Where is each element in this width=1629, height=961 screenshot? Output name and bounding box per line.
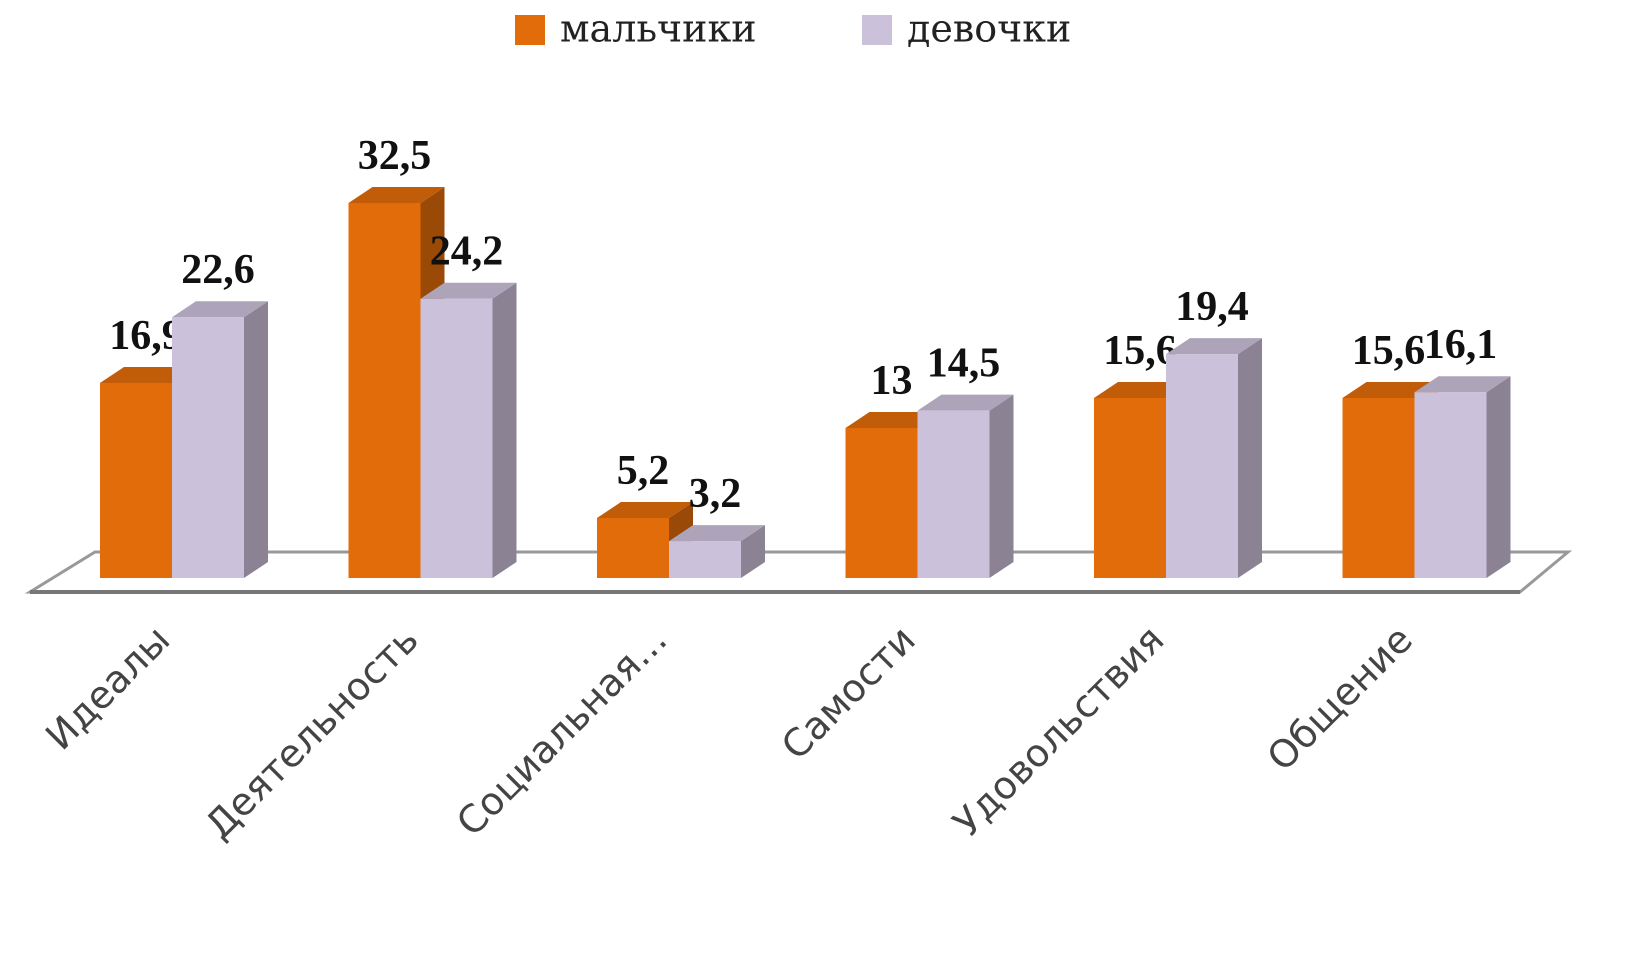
data-label: 14,5 (927, 341, 1001, 387)
legend-swatch (515, 15, 545, 45)
bar (420, 298, 493, 578)
bar (1166, 354, 1238, 578)
x-tick-label: Общение (1259, 617, 1421, 779)
legend-label: мальчики (560, 7, 757, 51)
data-label: 13 (871, 358, 913, 404)
data-label: 3,2 (689, 471, 742, 517)
x-tick-label: Идеалы (37, 617, 178, 758)
x-tick-label: Деятельность (197, 617, 427, 847)
bar (917, 410, 990, 578)
x-tick-label: Социальная... (448, 617, 675, 844)
legend-swatch (862, 15, 892, 45)
data-label: 15,6 (1352, 328, 1426, 374)
bar-top (669, 525, 765, 542)
bar (669, 541, 741, 578)
bar-top (1166, 338, 1262, 355)
bar-top (420, 282, 517, 299)
data-label: 19,4 (1175, 284, 1249, 330)
bar-top (348, 186, 445, 203)
x-tick-label: Удовольствия (945, 617, 1173, 845)
bar (845, 427, 918, 578)
bar-side (244, 301, 268, 578)
bar-top (917, 394, 1014, 411)
bar-side (741, 525, 765, 578)
data-label: 22,6 (181, 247, 255, 293)
bar (100, 382, 172, 578)
bar (1342, 397, 1415, 578)
bar-top (172, 301, 268, 318)
bar (597, 517, 669, 578)
data-label: 16,9 (109, 313, 183, 359)
data-label: 32,5 (358, 133, 432, 179)
bar-side (1238, 338, 1262, 578)
bar-top (597, 501, 693, 518)
bar-side (989, 394, 1014, 578)
bar (1094, 397, 1166, 578)
bar (1414, 392, 1487, 578)
bar-side (1486, 376, 1511, 578)
data-label: 15,6 (1103, 328, 1177, 374)
bar (348, 202, 421, 578)
bar-top (1414, 376, 1511, 393)
x-tick-label: Самости (773, 617, 924, 768)
data-label: 16,1 (1424, 322, 1498, 368)
bar (172, 317, 244, 578)
data-label: 24,2 (430, 229, 504, 275)
data-label: 5,2 (617, 448, 670, 494)
legend-label: девочки (907, 7, 1071, 51)
bar-side (492, 282, 517, 578)
